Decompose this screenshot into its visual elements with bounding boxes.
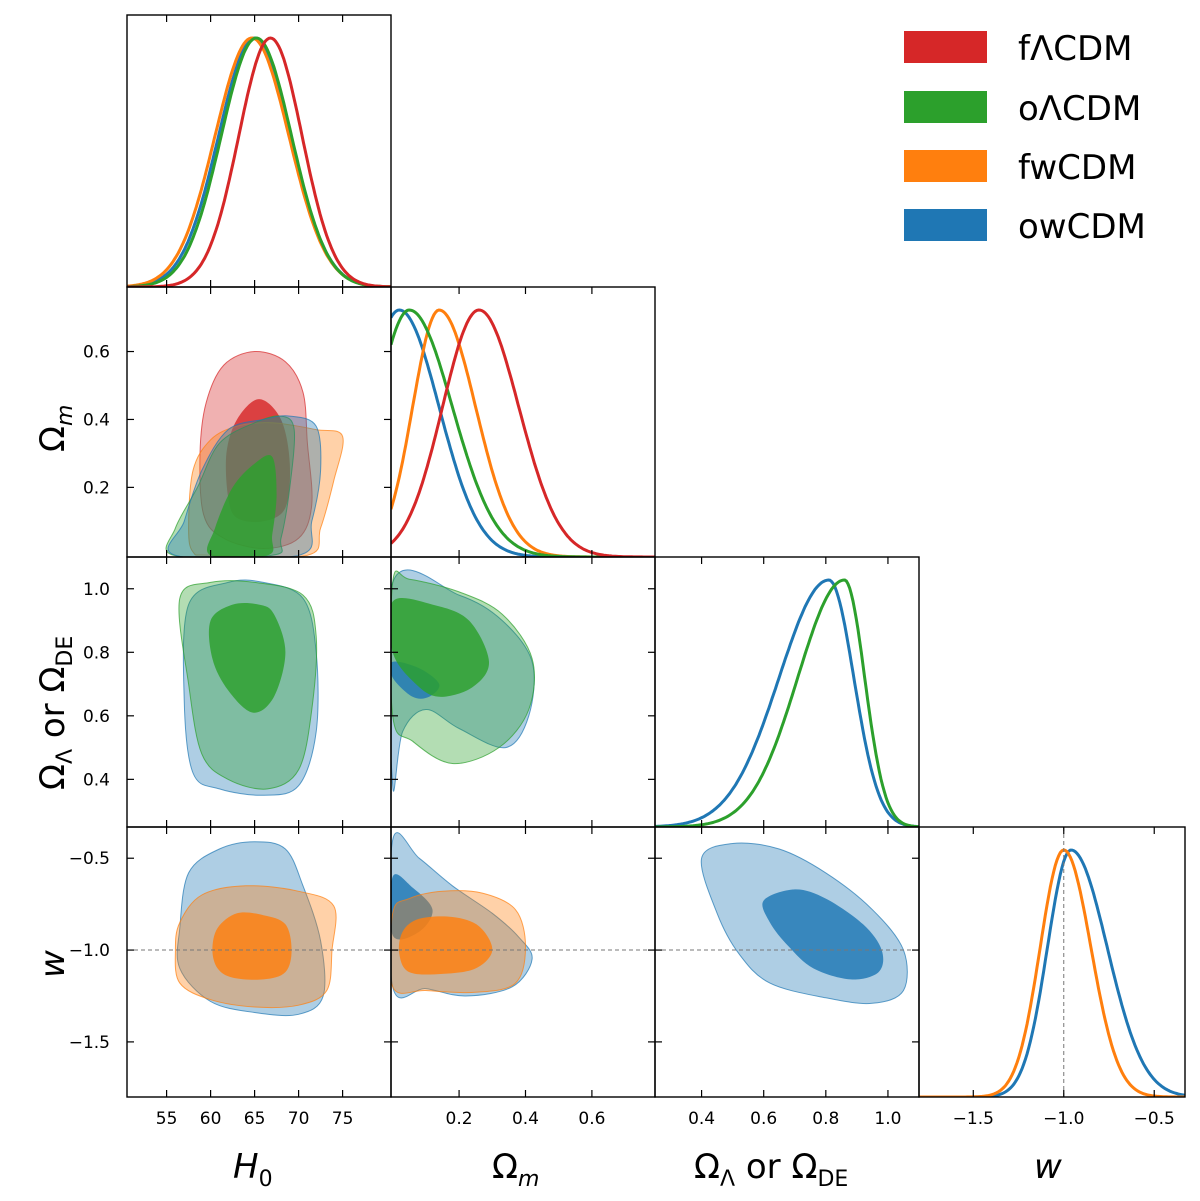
contour-layer: [165, 350, 908, 1017]
contour-h0-omega-l-olcdm-68: [208, 603, 286, 713]
x-tick-label-omega-l-0: 0.4: [688, 1109, 715, 1129]
legend-swatch-flcdm: [904, 31, 987, 63]
contour-h0-w-fwcdm-68: [212, 912, 292, 980]
x-tick-label-w-0: −1.5: [953, 1109, 994, 1129]
contour-omega-m-w-fwcdm-68: [398, 916, 493, 975]
marginal-w-fwcdm: [919, 848, 1185, 1097]
x-tick-label-h0-2: 65: [244, 1109, 266, 1129]
legend-swatch-fwcdm: [904, 150, 987, 182]
y-tick-label-omega-l-0: 0.4: [83, 770, 110, 790]
x-tick-label-h0-3: 70: [288, 1109, 310, 1129]
x-tick-label-omega-l-1: 0.6: [750, 1109, 777, 1129]
legend: fΛCDM oΛCDM fwCDM owCDM: [904, 29, 1146, 247]
x-axis-label-w: w: [1034, 1147, 1062, 1187]
y-tick-label-omega-m-1: 0.4: [83, 410, 110, 430]
y-tick-label-omega-l-2: 0.8: [83, 643, 110, 663]
y-axis-label-w: w: [33, 950, 73, 978]
contour-omega-m-omega-l-olcdm-68: [391, 598, 490, 697]
legend-label-olcdm: oΛCDM: [1018, 89, 1141, 129]
y-tick-label-omega-l-3: 1.0: [83, 580, 110, 600]
y-tick-label-w-1: −1.0: [69, 941, 110, 961]
y-tick-label-omega-m-0: 0.2: [83, 478, 110, 498]
marginal-layer: [127, 36, 1185, 1097]
marginal-omega-m-fwcdm: [391, 308, 655, 557]
contour-omega-l-w-owcdm-68: [762, 889, 884, 980]
marginal-omega-m-owcdm: [391, 308, 655, 557]
y-tick-label-omega-m-2: 0.6: [83, 343, 110, 363]
legend-label-owcdm: owCDM: [1018, 207, 1146, 247]
x-tick-label-w-1: −1.0: [1043, 1109, 1084, 1129]
x-tick-label-omega-l-2: 0.8: [812, 1109, 839, 1129]
marginal-omega-m-flcdm: [391, 308, 655, 557]
legend-swatch-olcdm: [904, 91, 987, 123]
panel-frame-3-3: [918, 826, 1186, 1098]
y-axis-label-omega-lambda: ΩΛ or ΩDE: [33, 636, 78, 790]
x-tick-label-h0-0: 55: [156, 1109, 178, 1129]
tick-layer: 55 60 65 70 75 0.2 0.4 0.6 0.4 0.6 0.8 1.0 −1.5 −1.0 −…: [69, 15, 1175, 1129]
x-axis-label-omega-m: Ωm: [492, 1147, 539, 1192]
marginal-omega-l-olcdm: [655, 578, 919, 827]
x-tick-label-h0-4: 75: [332, 1109, 354, 1129]
marginal-omega-m-olcdm: [391, 308, 655, 557]
legend-swatch-owcdm: [904, 209, 987, 241]
marginal-w-owcdm: [919, 848, 1185, 1097]
legend-label-flcdm: fΛCDM: [1018, 29, 1132, 69]
x-tick-label-omega-l-3: 1.0: [874, 1109, 901, 1129]
x-tick-label-omega-m-0: 0.2: [446, 1109, 473, 1129]
marginal-omega-l-owcdm: [655, 578, 919, 827]
x-tick-label-omega-m-2: 0.6: [578, 1109, 605, 1129]
y-tick-label-w-2: −0.5: [69, 849, 110, 869]
y-tick-label-w-0: −1.5: [69, 1033, 110, 1053]
x-axis-label-h0: H0: [233, 1147, 273, 1192]
panel-frames: [126, 14, 1186, 1098]
marginal-h0-owcdm: [127, 36, 391, 287]
y-tick-label-omega-l-1: 0.6: [83, 707, 110, 727]
contour-h0-omega-m-olcdm-68: [207, 454, 277, 557]
reference-line-layer: [127, 827, 1065, 1097]
marginal-h0-flcdm: [127, 36, 391, 287]
x-tick-label-h0-1: 60: [200, 1109, 222, 1129]
x-tick-label-omega-m-1: 0.4: [512, 1109, 539, 1129]
panel-frame-2-2: [654, 556, 920, 828]
legend-label-fwcdm: fwCDM: [1018, 148, 1136, 188]
x-tick-label-w-2: −0.5: [1134, 1109, 1175, 1129]
y-axis-label-omega-m: Ωm: [33, 405, 78, 452]
marginal-h0-olcdm: [127, 36, 391, 287]
x-axis-label-omega-lambda: ΩΛ or ΩDE: [694, 1147, 848, 1192]
marginal-h0-fwcdm: [127, 36, 391, 287]
